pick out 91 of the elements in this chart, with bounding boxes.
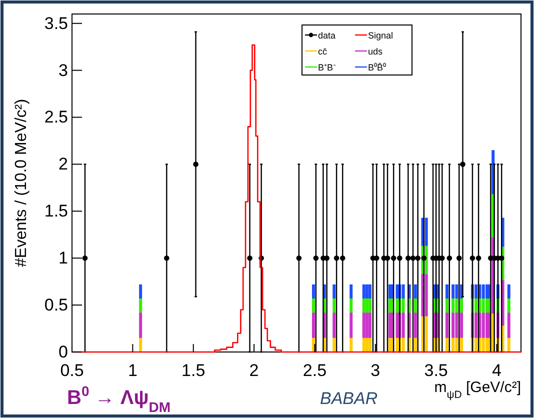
bar xyxy=(460,298,464,313)
bar xyxy=(365,312,368,338)
legend-label: data xyxy=(318,30,336,40)
bar xyxy=(482,338,485,352)
text: BABAR xyxy=(320,389,378,408)
bar xyxy=(452,284,455,298)
bar xyxy=(445,298,448,313)
bar xyxy=(455,298,458,313)
y-tick-label: 3.5 xyxy=(44,14,68,33)
bar xyxy=(312,312,315,338)
bar xyxy=(139,338,142,352)
bar xyxy=(362,338,366,352)
x-tick-label: 1 xyxy=(128,361,138,380)
y-axis-title: #Events / (10.0 MeV/c²) xyxy=(13,98,30,268)
y-tick-label: 3 xyxy=(58,60,68,80)
legend-label: Signal xyxy=(368,30,394,40)
bar xyxy=(424,316,428,352)
bar xyxy=(332,298,336,313)
bar xyxy=(460,312,464,338)
y-tick-label: 0.5 xyxy=(44,295,68,314)
bar xyxy=(452,312,455,338)
bar xyxy=(368,312,372,338)
x-tick-label: 2.5 xyxy=(302,361,327,380)
legend-label: uds xyxy=(368,46,384,56)
y-tick-label: 1 xyxy=(58,248,68,268)
bar xyxy=(365,284,368,298)
legend-label: B⁰B̄⁰ xyxy=(368,62,386,72)
bar xyxy=(507,298,510,313)
bar xyxy=(350,298,353,313)
bar xyxy=(455,312,458,338)
y-tick-label: 1.5 xyxy=(44,202,68,221)
x-tick-label: 3.5 xyxy=(424,361,448,380)
bar xyxy=(474,312,478,338)
bar xyxy=(445,312,448,338)
y-tick-label: 2 xyxy=(58,154,68,174)
x-tick-label: 4 xyxy=(492,361,502,380)
bar xyxy=(365,298,368,313)
bar xyxy=(365,338,368,352)
bar xyxy=(139,298,142,313)
x-tick-label: 2 xyxy=(249,361,259,380)
bar xyxy=(482,312,485,338)
bar xyxy=(482,284,485,298)
x-tick-label: 1.5 xyxy=(182,361,206,380)
bar xyxy=(402,312,405,338)
x-tick-label: 3 xyxy=(370,361,380,380)
bar xyxy=(350,312,353,338)
legend-label: cc̄ xyxy=(318,46,328,56)
bar xyxy=(368,298,372,313)
bar xyxy=(424,218,428,246)
y-tick-label: 2.5 xyxy=(44,108,68,127)
bar xyxy=(452,338,455,352)
bar xyxy=(507,338,510,352)
bar xyxy=(414,284,417,298)
bar xyxy=(455,284,458,298)
bar xyxy=(482,298,485,313)
bar xyxy=(402,338,405,352)
bar xyxy=(507,312,510,338)
bar xyxy=(332,338,336,352)
bar xyxy=(424,246,428,274)
text: B$^{0}$ → Λψ$_{DM}$ xyxy=(67,383,171,415)
bar xyxy=(402,284,405,298)
bar xyxy=(445,338,448,352)
bar xyxy=(455,338,458,352)
bar xyxy=(507,284,510,298)
bar xyxy=(368,284,372,298)
bar xyxy=(332,312,336,338)
x-axis-title: m$_{ψD}$ [GeV/c²] xyxy=(434,379,521,401)
bar xyxy=(414,338,417,352)
bar xyxy=(362,284,366,298)
bar xyxy=(368,338,372,352)
bar xyxy=(460,338,464,352)
bar xyxy=(332,284,336,298)
bar xyxy=(414,298,417,313)
bar xyxy=(424,274,428,316)
bar xyxy=(139,312,142,338)
bar xyxy=(474,338,478,352)
y-tick-label: 0 xyxy=(58,342,68,362)
bar xyxy=(350,338,353,352)
bar xyxy=(362,312,366,338)
bar xyxy=(402,298,405,313)
bar xyxy=(362,298,366,313)
bar xyxy=(414,312,417,338)
bar xyxy=(350,284,353,298)
bar xyxy=(474,298,478,313)
bar xyxy=(139,284,142,298)
bar xyxy=(452,298,455,313)
legend-label: B⁺B⁻ xyxy=(318,62,336,72)
bar xyxy=(445,284,448,298)
bar xyxy=(474,284,478,298)
bar xyxy=(312,284,315,298)
bar xyxy=(312,298,315,313)
